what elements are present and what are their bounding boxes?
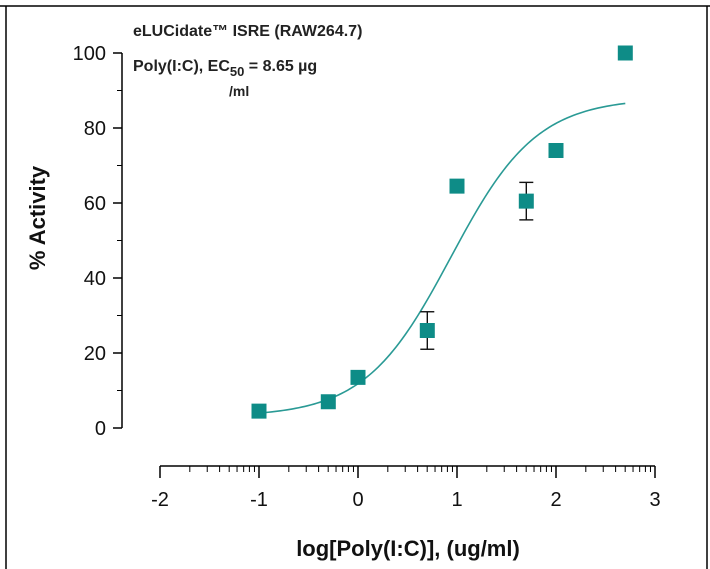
title-line-1-bold: ISRE <box>233 23 271 40</box>
y-axis: 0 20 40 60 80 100 <box>73 43 123 440</box>
x-tick-label: 0 <box>352 489 363 511</box>
title-line-1-prefix: eLUCidate™ <box>133 23 233 40</box>
data-point-marker <box>350 369 366 385</box>
y-tick-label: 80 <box>84 118 106 140</box>
data-point-marker <box>518 193 534 209</box>
data-point-marker <box>419 323 435 338</box>
y-tick-label: 60 <box>84 193 106 215</box>
y-tick-label: 0 <box>95 418 106 440</box>
x-axis: -2 -1 0 1 2 3 <box>151 465 661 511</box>
data-point-marker <box>548 143 564 158</box>
data-point-marker <box>320 394 336 410</box>
fit-curve <box>258 102 626 414</box>
data-points-layer <box>251 45 633 419</box>
fit-curve-layer <box>258 102 626 414</box>
title-line-3: /ml <box>229 83 249 99</box>
title-background <box>124 8 410 100</box>
title-line-2-prefix: Poly(I:C), EC <box>133 58 230 75</box>
y-axis-title: % Activity <box>25 165 50 270</box>
title-line-1: eLUCidate™ ISRE (RAW264.7) <box>133 23 362 40</box>
title-line-2: Poly(I:C), EC50 = 8.65 µg <box>133 58 317 79</box>
x-tick-label: 2 <box>550 489 561 511</box>
data-point-marker <box>251 403 267 419</box>
x-tick-label: -1 <box>250 489 268 511</box>
x-tick-label: 3 <box>649 489 660 511</box>
y-tick-label: 40 <box>84 268 106 290</box>
title-line-2-suffix: = 8.65 µg <box>244 58 317 75</box>
x-tick-label: 1 <box>451 489 462 511</box>
data-point-marker <box>449 178 465 194</box>
x-tick-label: -2 <box>151 489 169 511</box>
title-line-2-subscript: 50 <box>230 64 244 79</box>
y-tick-label: 20 <box>84 343 106 365</box>
x-axis-title: log[Poly(I:C)], (ug/ml) <box>296 536 520 561</box>
data-point-marker <box>617 45 633 61</box>
y-tick-label: 100 <box>73 43 106 65</box>
title-line-1-suffix: (RAW264.7) <box>270 23 362 40</box>
